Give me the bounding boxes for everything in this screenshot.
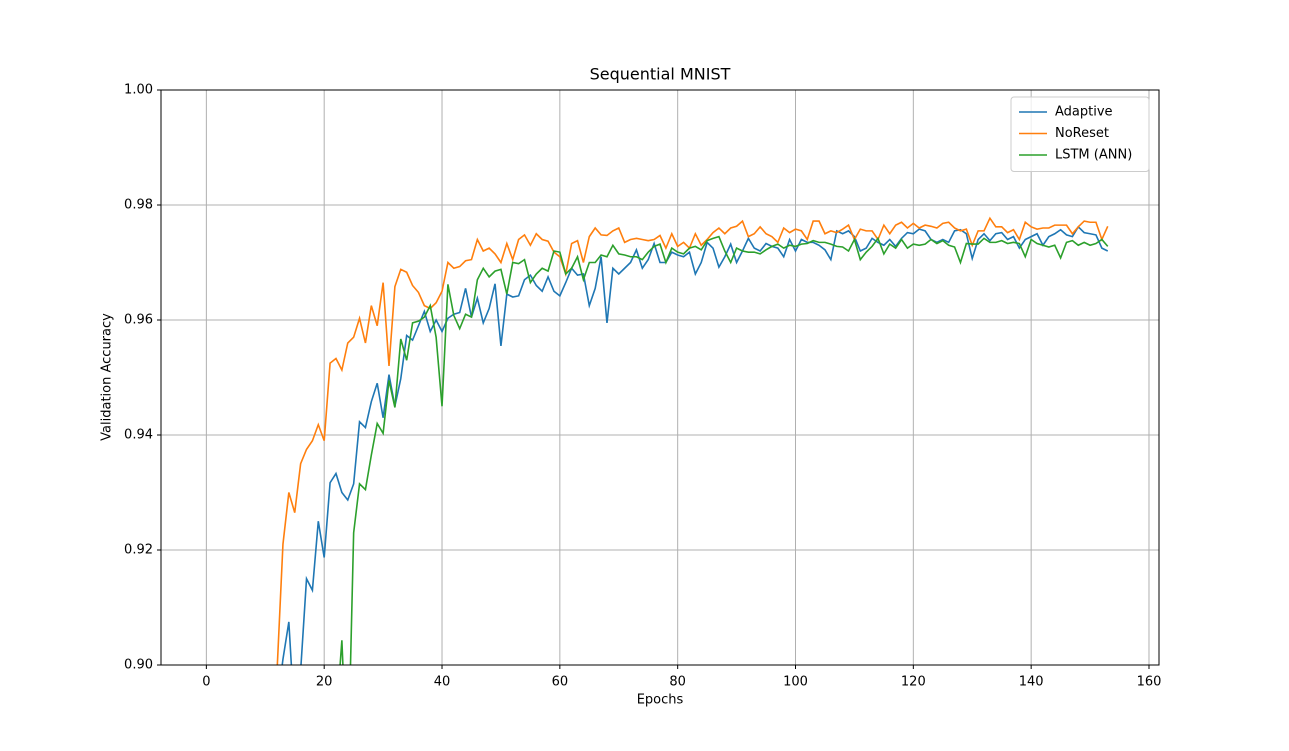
y-tick-label: 0.90: [124, 658, 153, 673]
plot-lines: [276, 216, 1109, 665]
x-tick-label: 80: [669, 675, 686, 690]
legend-label: Adaptive: [1055, 105, 1113, 120]
x-tick-label: 40: [434, 675, 451, 690]
x-tick-label: 60: [552, 675, 569, 690]
x-tick-label: 160: [1137, 675, 1162, 690]
chart-title: Sequential MNIST: [590, 65, 731, 84]
series-line: [276, 216, 1109, 665]
series-line: [281, 225, 1109, 665]
y-tick-label: 0.96: [124, 313, 153, 328]
y-tick-label: 0.92: [124, 543, 153, 558]
x-tick-label: 100: [783, 675, 808, 690]
x-tick-label: 120: [901, 675, 926, 690]
x-tick-label: 20: [316, 675, 333, 690]
x-tick-label: 0: [202, 675, 210, 690]
y-tick-label: 0.98: [124, 198, 153, 213]
x-axis-label: Epochs: [637, 693, 684, 708]
series-line: [339, 235, 1109, 665]
legend-label: NoReset: [1055, 126, 1109, 141]
legend-label: LSTM (ANN): [1055, 148, 1132, 163]
y-axis-label: Validation Accuracy: [100, 313, 115, 441]
y-tick-label: 0.94: [124, 428, 153, 443]
plot-frame: [160, 89, 1160, 666]
y-tick-label: 1.00: [124, 83, 153, 98]
legend-box: [1010, 96, 1150, 172]
x-tick-label: 140: [1019, 675, 1044, 690]
